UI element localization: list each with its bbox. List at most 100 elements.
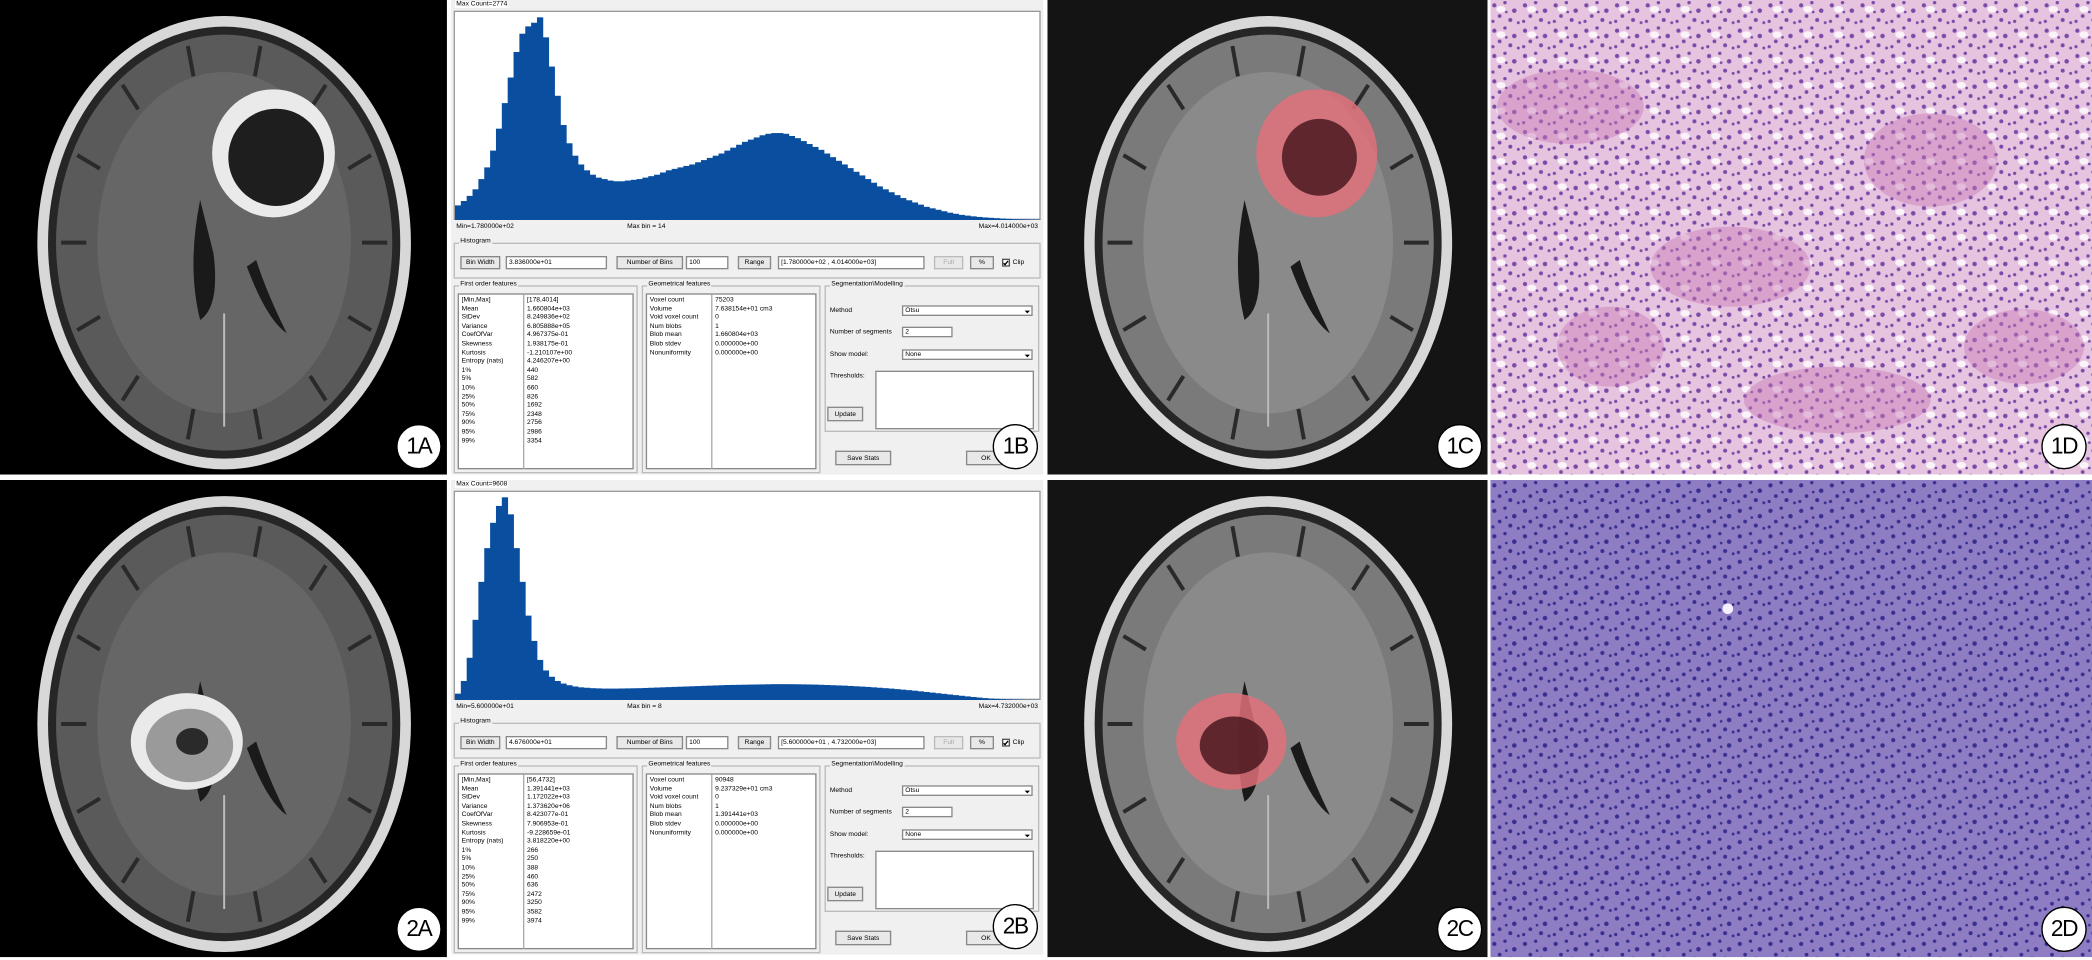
ventricle <box>246 259 287 334</box>
histogram-bar <box>695 686 702 700</box>
histogram-bar <box>560 125 567 220</box>
check-mark <box>1003 259 1009 266</box>
show-model-select[interactable]: None <box>901 349 1033 360</box>
feature-name: Skewness <box>461 819 493 828</box>
histogram-bar <box>654 174 661 220</box>
histogram-bar <box>859 686 866 700</box>
save-stats-button[interactable]: Save Stats <box>835 930 892 946</box>
histogram-bar <box>812 684 819 700</box>
percent-button[interactable]: % <box>969 735 994 750</box>
histogram-bar <box>841 164 848 220</box>
histogram-bar <box>841 685 848 700</box>
sulcus <box>76 314 101 332</box>
save-stats-button[interactable]: Save Stats <box>835 450 892 466</box>
show-model-select[interactable]: None <box>901 829 1033 840</box>
feature-value: 4.967375e-01 <box>527 331 569 340</box>
histogram-bar <box>888 688 895 700</box>
histogram-bar <box>519 33 526 220</box>
stroma <box>1743 366 1931 434</box>
feature-name: 95% <box>461 907 475 916</box>
mri-panel: 2A <box>0 479 447 958</box>
bins-input[interactable]: 100 <box>685 255 729 270</box>
histogram-bar <box>794 138 801 220</box>
full-button[interactable]: Full <box>933 255 964 270</box>
method-select[interactable]: Otsu <box>901 305 1033 316</box>
bins-label[interactable]: Number of Bins <box>616 735 684 750</box>
histogram-bar <box>648 176 655 220</box>
sulcus <box>185 525 196 558</box>
histogram-bar <box>501 497 509 700</box>
histogram-bar <box>853 686 860 700</box>
bin-width-button[interactable]: Bin Width <box>460 735 501 750</box>
overlay-panel: 2C <box>1047 479 1488 958</box>
histogram-bar <box>911 690 919 700</box>
histogram-bar <box>952 213 960 220</box>
range-button[interactable]: Range <box>737 735 772 750</box>
update-button[interactable]: Update <box>827 886 864 902</box>
histogram-bar <box>987 698 995 700</box>
histogram-bar <box>706 157 714 220</box>
histogram-bar <box>1011 219 1018 220</box>
lumen <box>1722 603 1734 615</box>
histogram-bar <box>636 179 643 220</box>
panel-label: 1C <box>1436 423 1483 470</box>
feature-name: 10% <box>461 863 475 872</box>
group-title: Histogram <box>458 717 493 726</box>
percent-button[interactable]: % <box>969 255 994 270</box>
histogram-bar <box>771 684 778 700</box>
histogram-bar <box>730 147 737 220</box>
sulcus <box>1296 408 1306 440</box>
feature-name: 1% <box>461 366 472 375</box>
histogram-bar <box>695 162 702 220</box>
range-button[interactable]: Range <box>737 255 772 270</box>
max-label: Max=4.732000e+03 <box>978 702 1039 711</box>
segments-input[interactable]: 2 <box>901 806 953 818</box>
histogram-bar <box>823 685 831 700</box>
histogram-bar <box>689 686 696 700</box>
feature-value: 250 <box>527 855 539 864</box>
histogram-bar <box>630 179 637 220</box>
sulcus <box>1351 374 1370 402</box>
bins-label[interactable]: Number of Bins <box>616 255 684 270</box>
full-button[interactable]: Full <box>933 735 964 750</box>
histogram-bar <box>460 680 468 700</box>
histogram-bar <box>490 522 497 700</box>
histogram-bar <box>870 687 878 700</box>
feature-value: 1692 <box>527 401 542 410</box>
histogram-bar <box>671 686 678 700</box>
ventricle <box>1290 741 1330 816</box>
geometrical-group <box>641 765 821 954</box>
segments-input[interactable]: 2 <box>901 326 953 338</box>
bin-width-input[interactable]: 4.676000e+01 <box>505 735 608 750</box>
feature-name: 10% <box>461 383 475 392</box>
histogram-bar <box>835 160 842 220</box>
segmentation-group <box>824 765 1040 912</box>
feature-value: 826 <box>527 392 539 401</box>
update-button[interactable]: Update <box>827 406 864 422</box>
range-input[interactable]: [5.600000e+01 , 4.732000e+03] <box>777 735 925 750</box>
bin-width-input[interactable]: 3.836000e+01 <box>505 255 608 270</box>
sulcus <box>1122 153 1147 171</box>
feature-value: 636 <box>527 881 539 890</box>
bins-input[interactable]: 100 <box>685 735 729 750</box>
feature-name: 50% <box>461 881 475 890</box>
bin-width-button[interactable]: Bin Width <box>460 255 501 270</box>
histogram-bar <box>982 698 989 700</box>
histogram-bar <box>958 214 965 220</box>
feature-value: 0.000000e+00 <box>715 348 758 357</box>
histogram-bar <box>536 659 544 700</box>
method-select[interactable]: Otsu <box>901 785 1033 796</box>
histogram-bar <box>993 698 1001 700</box>
min-label: Min=1.780000e+02 <box>456 222 514 231</box>
histogram-bar <box>993 218 1001 220</box>
feature-name: StDev <box>461 793 480 802</box>
feature-value: 1.172022e+03 <box>527 793 570 802</box>
histogram-group <box>453 242 1041 279</box>
clip-checkbox[interactable] <box>1001 258 1010 267</box>
histogram-bar <box>806 144 813 220</box>
sulcus <box>1296 890 1306 923</box>
histogram-bar <box>671 168 678 220</box>
range-input[interactable]: [1.780000e+02 , 4.014000e+03] <box>777 255 925 270</box>
dropdown-arrow <box>1023 833 1030 837</box>
clip-checkbox[interactable] <box>1001 738 1010 747</box>
